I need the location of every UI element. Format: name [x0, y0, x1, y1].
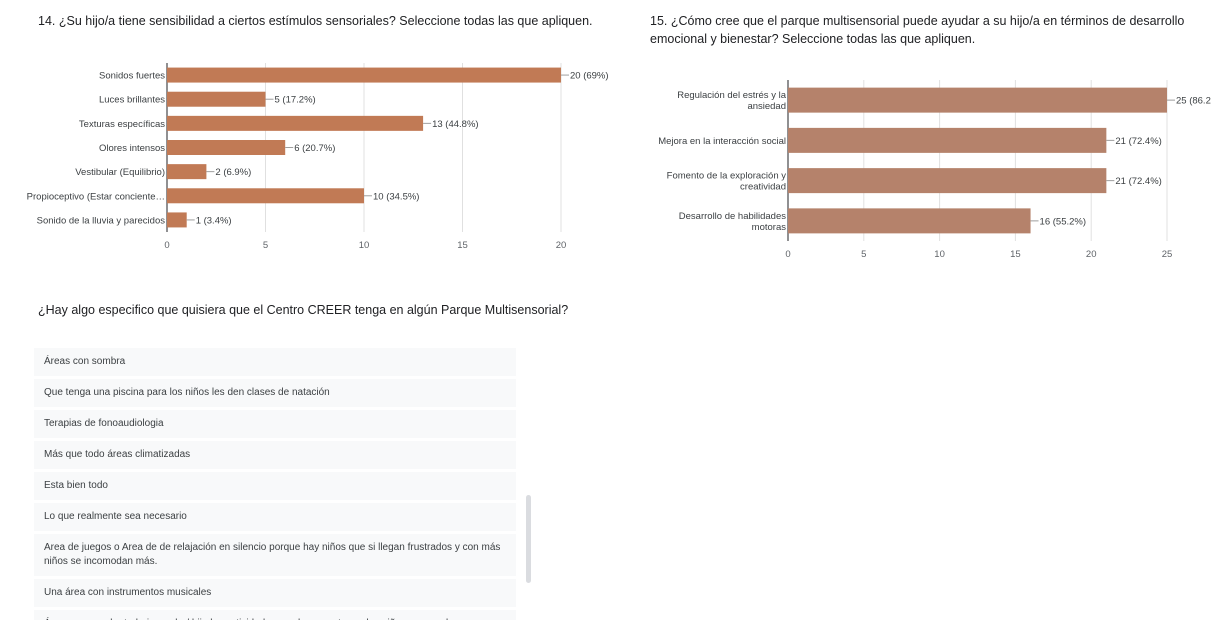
- x-tick-label: 0: [164, 240, 169, 251]
- bar: [167, 212, 187, 228]
- question-14-title: 14. ¿Su hijo/a tiene sensibilidad a cier…: [38, 14, 593, 28]
- x-tick-label: 5: [861, 249, 866, 260]
- category-label: Propioceptivo (Estar conciente…: [27, 191, 165, 202]
- x-tick-label: 5: [263, 240, 268, 251]
- bar: [167, 67, 561, 83]
- data-label: 6 (20.7%): [294, 143, 335, 154]
- response-item: Lo que realmente sea necesario: [34, 503, 516, 531]
- category-label: Mejora en la interacción social: [658, 136, 786, 147]
- data-label: 21 (72.4%): [1115, 136, 1161, 147]
- x-tick-label: 20: [1086, 249, 1097, 260]
- category-label: Luces brillantes: [99, 95, 165, 106]
- category-label: Olores intensos: [99, 143, 165, 154]
- bar: [788, 168, 1107, 194]
- sensory-stimuli-bar-chart: 0 5 10 15 20 Sonidos fuertes 20 (69%) Luces bri…: [27, 63, 609, 251]
- question-15-title: 15. ¿Cómo cree que el parque multisensor…: [650, 12, 1210, 48]
- bar: [167, 164, 207, 180]
- data-label: 1 (3.4%): [196, 215, 232, 226]
- category-label: Desarrollo de habilidades motoras: [679, 211, 786, 233]
- bar: [167, 140, 286, 155]
- responses-list[interactable]: Áreas con sombra Que tenga una piscina p…: [34, 348, 516, 620]
- x-tick-label: 20: [556, 240, 567, 251]
- x-tick-label: 25: [1162, 249, 1173, 260]
- x-tick-label: 15: [1010, 249, 1021, 260]
- response-item: Más que todo áreas climatizadas: [34, 441, 516, 469]
- question-16-title: ¿Hay algo especifico que quisiera que el…: [38, 303, 569, 317]
- response-item: Que tenga una piscina para los niños les…: [34, 379, 516, 407]
- responses-scrollbar[interactable]: [526, 495, 531, 583]
- data-label: 5 (17.2%): [275, 95, 316, 106]
- data-label: 21 (72.4%): [1115, 176, 1161, 187]
- x-tick-label: 15: [457, 240, 468, 251]
- category-label: Regulación del estrés y la ansiedad: [677, 90, 786, 112]
- x-tick-label: 10: [934, 249, 945, 260]
- data-label: 2 (6.9%): [215, 167, 251, 178]
- data-label: 16 (55.2%): [1040, 216, 1086, 227]
- park-benefits-bar-chart: 0 5 10 15 20 25 Regulación del estrés y la ansi…: [658, 80, 1211, 260]
- category-label: Sonido de la lluvia y parecidos: [37, 215, 166, 226]
- category-label: Sonidos fuertes: [99, 71, 165, 82]
- x-tick-label: 10: [359, 240, 370, 251]
- bar: [788, 87, 1167, 113]
- x-tick-label: 0: [785, 249, 790, 260]
- question-15-title-line-2: emocional y bienestar? Seleccione todas …: [650, 32, 976, 46]
- response-item: Áreas para poder trabajar padre/ hijo la…: [34, 610, 516, 620]
- bar: [167, 91, 266, 107]
- category-label: Texturas específicas: [79, 119, 165, 130]
- response-item: Áreas con sombra: [34, 348, 516, 376]
- data-label: 13 (44.8%): [432, 119, 478, 130]
- response-item: Una área con instrumentos musicales: [34, 579, 516, 607]
- data-label: 20 (69%): [570, 71, 609, 82]
- data-label: 10 (34.5%): [373, 191, 419, 202]
- bar: [167, 188, 364, 204]
- category-label: Vestibular (Equilibrio): [75, 167, 165, 178]
- bar: [788, 127, 1107, 153]
- bar: [788, 208, 1031, 234]
- response-item: Area de juegos o Area de de relajación e…: [34, 534, 516, 576]
- data-label: 25 (86.2: [1176, 96, 1211, 107]
- bar: [167, 115, 424, 131]
- response-item: Terapias de fonoaudiologia: [34, 410, 516, 438]
- category-label: Fomento de la exploración y creatividad: [667, 171, 787, 193]
- question-15-title-line-1: 15. ¿Cómo cree que el parque multisensor…: [650, 14, 1185, 28]
- response-item: Esta bien todo: [34, 472, 516, 500]
